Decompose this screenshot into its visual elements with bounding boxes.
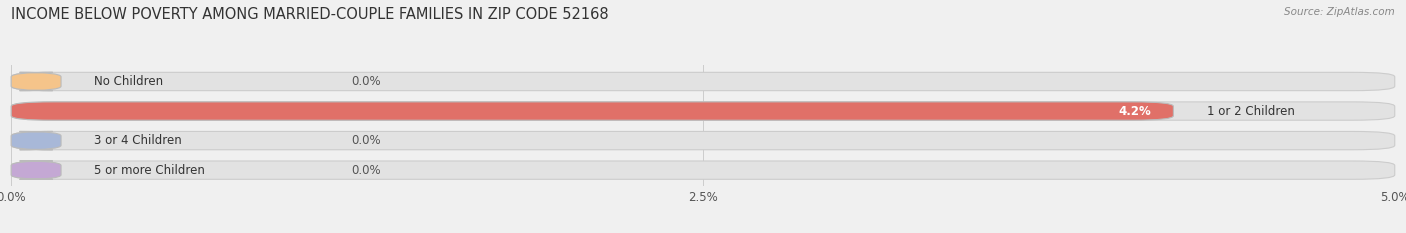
Text: 0.0%: 0.0%: [352, 164, 381, 177]
FancyBboxPatch shape: [11, 72, 1395, 91]
FancyBboxPatch shape: [11, 102, 1174, 120]
Text: 5 or more Children: 5 or more Children: [94, 164, 205, 177]
Text: INCOME BELOW POVERTY AMONG MARRIED-COUPLE FAMILIES IN ZIP CODE 52168: INCOME BELOW POVERTY AMONG MARRIED-COUPL…: [11, 7, 609, 22]
Text: No Children: No Children: [94, 75, 163, 88]
Text: 1 or 2 Children: 1 or 2 Children: [1206, 105, 1295, 117]
FancyBboxPatch shape: [11, 161, 1395, 179]
Text: 0.0%: 0.0%: [352, 134, 381, 147]
FancyBboxPatch shape: [11, 161, 60, 179]
Text: Source: ZipAtlas.com: Source: ZipAtlas.com: [1284, 7, 1395, 17]
FancyBboxPatch shape: [11, 131, 1395, 150]
Text: 4.2%: 4.2%: [1119, 105, 1152, 117]
FancyBboxPatch shape: [11, 102, 1395, 120]
FancyBboxPatch shape: [11, 72, 60, 91]
FancyBboxPatch shape: [11, 131, 60, 150]
Text: 0.0%: 0.0%: [352, 75, 381, 88]
Text: 3 or 4 Children: 3 or 4 Children: [94, 134, 181, 147]
